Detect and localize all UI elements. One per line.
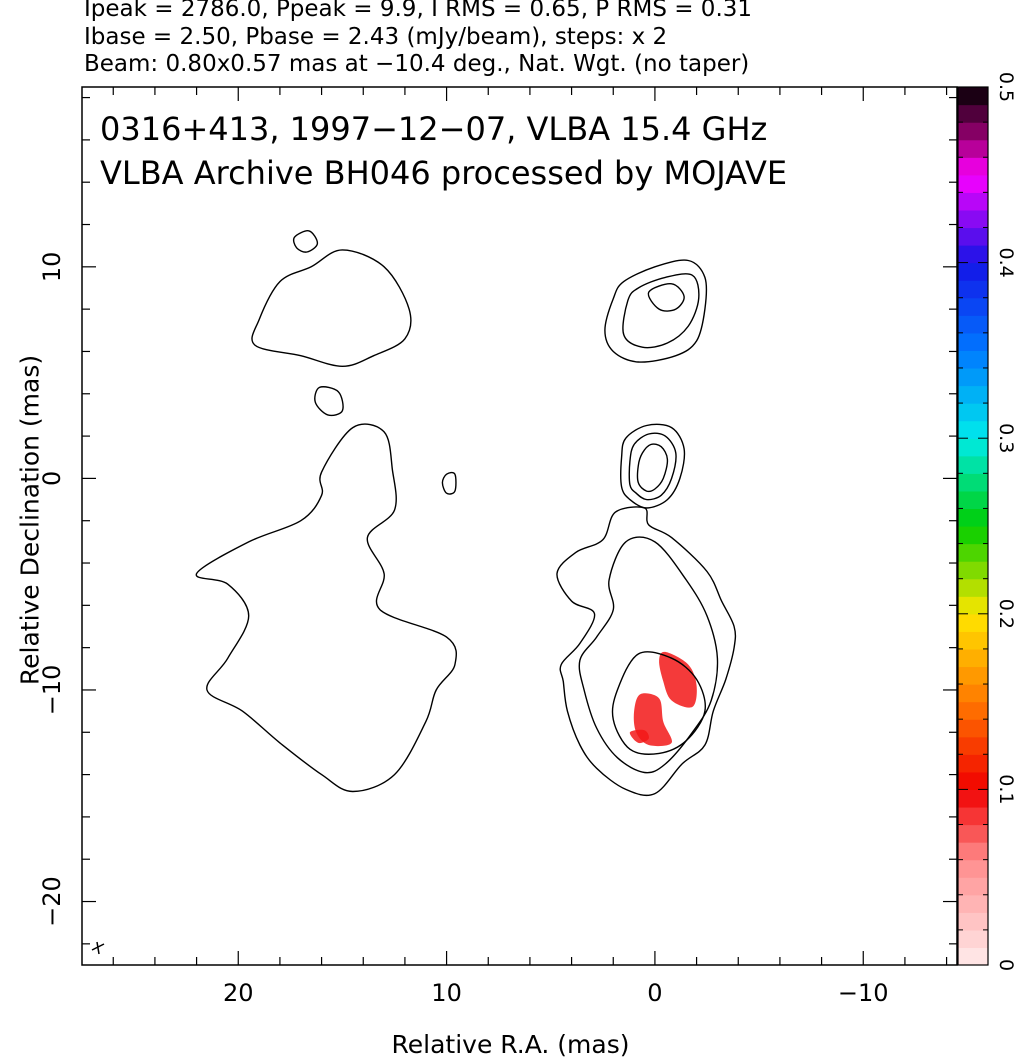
y-tick-label: −20 [38,876,66,927]
axis-ticks: 20 10 0 −10 10 0 −10 −20 [38,87,957,1007]
colorbar-band [958,789,988,808]
colorbar-band [958,385,988,404]
colorbar-band [958,297,988,316]
intensity-contour-north-jet-3 [647,283,685,312]
colorbar-band [958,87,988,106]
colorbar-band [958,929,988,949]
colorbar-band [958,192,988,211]
colorbar-band [958,824,988,843]
colorbar-band [958,262,988,281]
x-tick-label: 10 [431,979,462,1007]
colorbar-band [958,526,988,545]
colorbar-band [958,648,988,668]
polarized-patch-patch-a [659,651,697,708]
y-axis-label: Relative Declination (mas) [15,354,45,686]
plot-border [81,86,958,966]
colorbar: 0 0.1 0.2 0.3 0.4 0.5 [957,72,1017,971]
colorbar-band [958,806,988,826]
x-tick-label: 20 [223,979,254,1007]
colorbar-band [958,631,988,650]
colorbar-tick-label: 0.1 [995,774,1017,804]
colorbar-band [958,139,988,158]
colorbar-band [958,315,988,334]
plot-frame [81,86,958,966]
colorbar-band [958,332,988,351]
colorbar-tick-label: 0.5 [995,72,1017,102]
colorbar-band [958,174,988,193]
intensity-contour-core-3 [636,443,669,493]
intensity-contour-core-1 [620,423,686,509]
colorbar-band [958,701,988,720]
colorbar-tick-label: 0.2 [995,599,1017,629]
colorbar-band [958,227,988,246]
annotation-archive: VLBA Archive BH046 processed by MOJAVE [100,154,787,192]
polarization-contour-small-3 [441,471,457,495]
y-tick-label: 10 [38,252,66,283]
colorbar-band [958,438,988,457]
colorbar-band [958,420,988,439]
colorbar-band [958,754,988,773]
colorbar-band [958,666,988,685]
colorbar-band [958,842,988,861]
contour-layer [195,230,737,797]
colorbar-band [958,543,988,562]
colorbar-band [958,894,988,913]
header-line-1: Ipeak = 2786.0, Ppeak = 9.9, I RMS = 0.6… [84,0,753,22]
intensity-contour-level-2 [578,536,719,774]
colorbar-border [957,86,989,966]
colorbar-band [958,771,988,790]
colorbar-band [958,508,988,527]
colorbar-band [958,719,988,738]
colorbar-band [958,561,988,580]
colorbar-band [958,490,988,510]
y-tick-label: 0 [38,471,66,486]
colorbar-band [958,104,988,123]
colorbar-band [958,403,988,422]
annotation-source: 0316+413, 1997−12−07, VLBA 15.4 GHz [100,110,767,148]
colorbar-band [958,455,988,474]
colorbar-band [958,473,988,492]
colorbar-band [958,596,988,615]
intensity-contour-core-2 [628,432,677,501]
y-tick-label: −10 [38,665,66,716]
colorbar-tick-label: 0.3 [995,423,1017,453]
colorbar-tick-label: 0.4 [995,247,1017,277]
colorbar-band [958,912,988,931]
x-tick-label: 0 [647,979,662,1007]
colorbar-band [958,122,988,141]
polarized-intensity-layer [629,651,697,747]
colorbar-band [958,209,988,229]
polarization-contour-body [195,423,458,793]
polarization-contour-north-lobe [251,249,412,368]
intensity-contour-north-jet-1 [604,259,708,363]
colorbar-band [958,350,988,369]
colorbar-band [958,578,988,597]
colorbar-band [958,280,988,299]
colorbar-band [958,157,988,176]
x-tick-label: −10 [838,979,889,1007]
colorbar-band [958,367,988,387]
polarization-contour-small-2 [292,230,319,253]
colorbar-band [958,684,988,703]
colorbar-band [958,245,988,264]
header-line-2: Ibase = 2.50, Pbase = 2.43 (mJy/beam), s… [84,24,668,50]
polarized-patch-patch-c [629,729,649,744]
beam-marker [91,941,105,955]
intensity-contour-level-3 [611,651,706,755]
intensity-contour-base [556,506,737,797]
header-line-3: Beam: 0.80x0.57 mas at −10.4 deg., Nat. … [84,51,750,77]
x-axis-label: Relative R.A. (mas) [391,1030,630,1059]
colorbar-band [958,736,988,755]
colorbar-band [958,947,988,966]
colorbar-band [958,877,988,896]
colorbar-band [958,613,988,632]
colorbar-band [958,859,988,878]
colorbar-tick-label: 0 [995,959,1017,971]
intensity-contour-north-jet-2 [622,273,700,349]
polarization-contour-small-1 [314,386,344,417]
